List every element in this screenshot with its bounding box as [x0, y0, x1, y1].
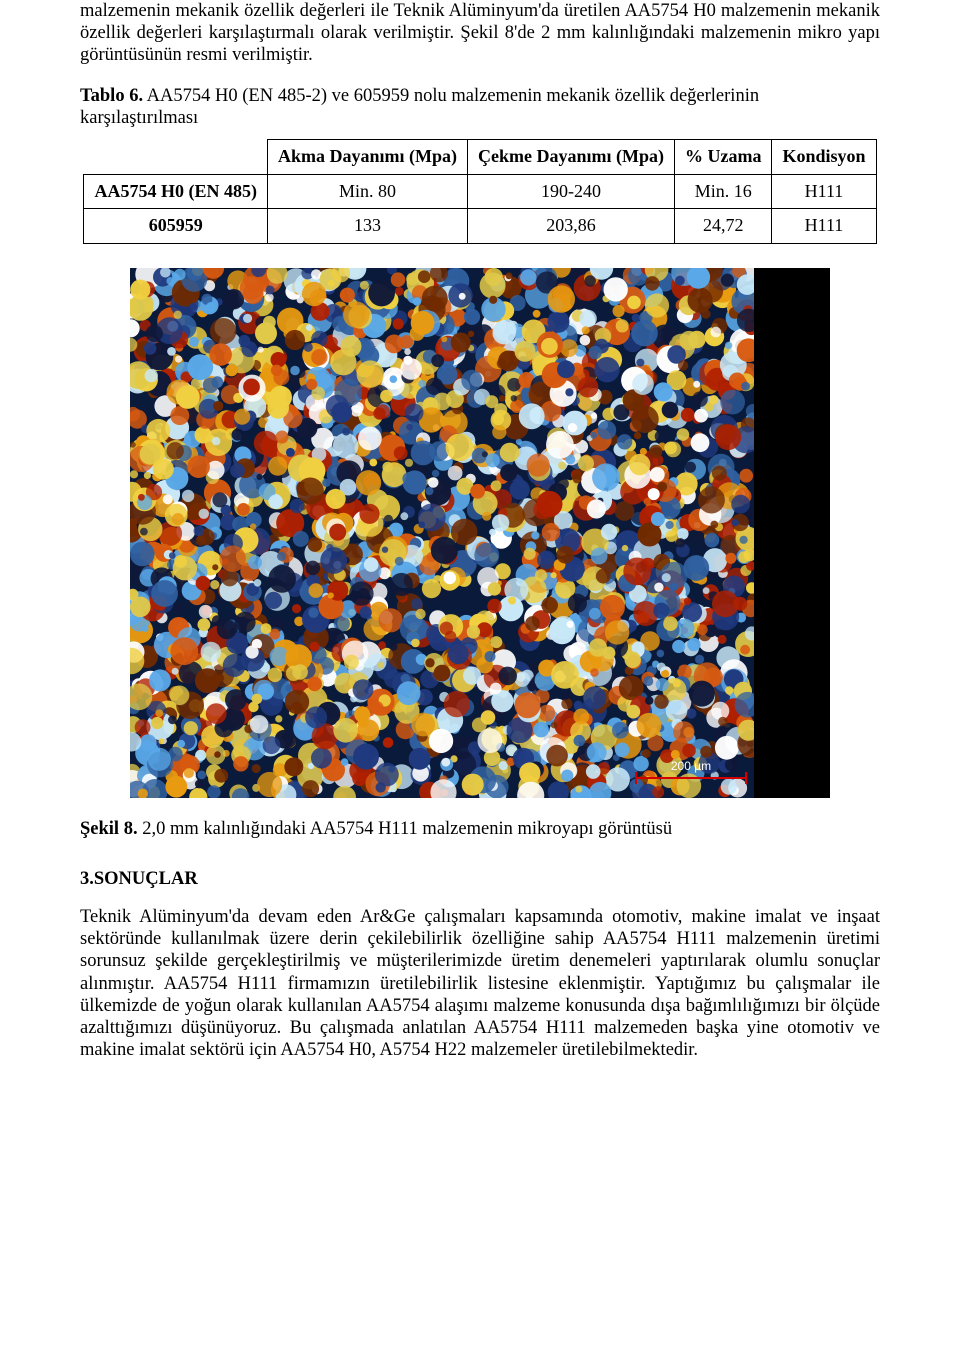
section-heading: 3.SONUÇLAR	[80, 868, 880, 890]
figure-caption-bold: Şekil 8.	[80, 819, 138, 839]
micrograph-figure: 200 µm	[130, 268, 830, 798]
table-header: Akma Dayanımı (Mpa)	[267, 139, 467, 174]
material-properties-table: Akma Dayanımı (Mpa) Çekme Dayanımı (Mpa)…	[83, 139, 876, 244]
conclusions-paragraph: Teknik Alüminyum'da devam eden Ar&Ge çal…	[80, 906, 880, 1061]
figure-caption: Şekil 8. 2,0 mm kalınlığındaki AA5754 H1…	[80, 818, 880, 840]
table-header: % Uzama	[674, 139, 771, 174]
table-header-empty	[84, 139, 268, 174]
table-cell: 190-240	[467, 174, 674, 209]
table-cell: H111	[772, 209, 876, 244]
table-cell: Min. 80	[267, 174, 467, 209]
intro-paragraph: malzemenin mekanik özellik değerleri ile…	[80, 0, 880, 67]
figure-caption-text: 2,0 mm kalınlığındaki AA5754 H111 malzem…	[138, 819, 673, 839]
table-header: Kondisyon	[772, 139, 876, 174]
table-cell: Min. 16	[674, 174, 771, 209]
table-caption-text: AA5754 H0 (EN 485-2) ve 605959 nolu malz…	[80, 86, 759, 128]
table-cell: H111	[772, 174, 876, 209]
svg-text:200 µm: 200 µm	[671, 759, 711, 773]
table-row: AA5754 H0 (EN 485) Min. 80 190-240 Min. …	[84, 174, 876, 209]
table-cell: 24,72	[674, 209, 771, 244]
table-caption-bold: Tablo 6.	[80, 86, 143, 106]
table-header: Çekme Dayanımı (Mpa)	[467, 139, 674, 174]
table-row: 605959 133 203,86 24,72 H111	[84, 209, 876, 244]
table-header-row: Akma Dayanımı (Mpa) Çekme Dayanımı (Mpa)…	[84, 139, 876, 174]
table-caption: Tablo 6. AA5754 H0 (EN 485-2) ve 605959 …	[80, 85, 880, 129]
table-row-label: AA5754 H0 (EN 485)	[84, 174, 268, 209]
table-cell: 133	[267, 209, 467, 244]
table-row-label: 605959	[84, 209, 268, 244]
table-cell: 203,86	[467, 209, 674, 244]
